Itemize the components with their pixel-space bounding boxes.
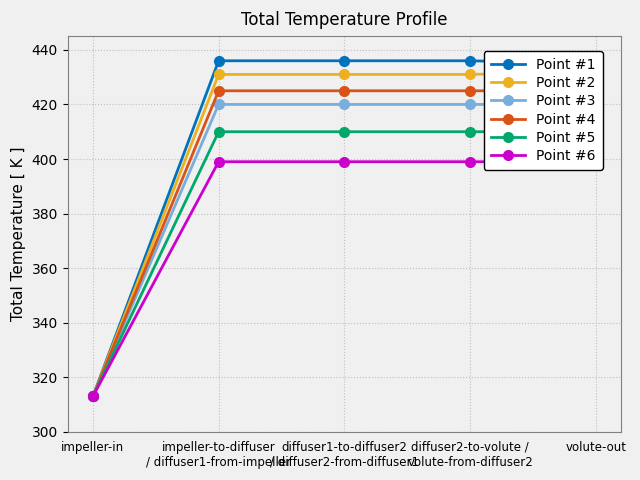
Point #1 — [592, 60, 600, 66]
Point #6 — [89, 394, 97, 399]
Point #3 — [215, 102, 223, 108]
Point #4 — [89, 394, 97, 399]
Point #6 — [340, 159, 348, 165]
Point #3 — [592, 102, 600, 108]
Point #2 — [215, 72, 223, 77]
Point #1 — [215, 58, 223, 64]
Point #4 — [592, 88, 600, 94]
Point #5 — [89, 394, 97, 399]
Point #2 — [466, 72, 474, 77]
Point #6 — [592, 159, 600, 165]
Line: Point #4: Point #4 — [88, 86, 601, 401]
Point #6 — [215, 159, 223, 165]
Point #1 — [466, 58, 474, 64]
Point #4 — [340, 88, 348, 94]
Point #6 — [466, 159, 474, 165]
Point #5 — [592, 129, 600, 134]
Point #3 — [89, 394, 97, 399]
Line: Point #1: Point #1 — [88, 56, 601, 401]
Point #4 — [215, 88, 223, 94]
Point #3 — [466, 102, 474, 108]
Point #5 — [466, 129, 474, 134]
Legend: Point #1, Point #2, Point #3, Point #4, Point #5, Point #6: Point #1, Point #2, Point #3, Point #4, … — [484, 51, 603, 170]
Point #3 — [340, 102, 348, 108]
Title: Total Temperature Profile: Total Temperature Profile — [241, 11, 447, 29]
Point #4 — [466, 88, 474, 94]
Point #1 — [340, 58, 348, 64]
Line: Point #2: Point #2 — [88, 67, 601, 401]
Point #2 — [340, 72, 348, 77]
Point #2 — [592, 69, 600, 74]
Point #5 — [340, 129, 348, 134]
Point #1 — [89, 394, 97, 399]
Line: Point #3: Point #3 — [88, 99, 601, 401]
Point #5 — [215, 129, 223, 134]
Line: Point #6: Point #6 — [88, 157, 601, 401]
Point #2 — [89, 394, 97, 399]
Line: Point #5: Point #5 — [88, 127, 601, 401]
Y-axis label: Total Temperature [ K ]: Total Temperature [ K ] — [11, 147, 26, 321]
